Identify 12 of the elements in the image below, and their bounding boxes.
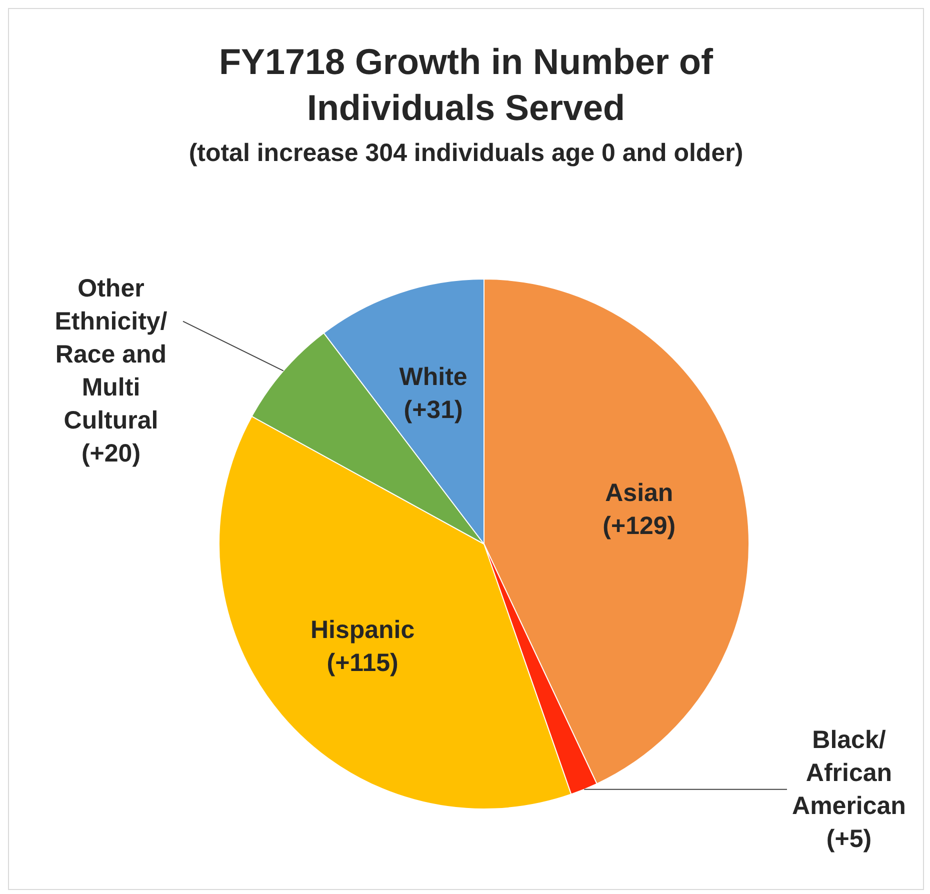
slice-label: Hispanic xyxy=(310,616,415,644)
chart-subtitle: (total increase 304 individuals age 0 and older) xyxy=(188,139,744,168)
slice-label: Other Ethnicity/ Race and Multi Cultural xyxy=(54,274,168,434)
slice-label: Black/ African American xyxy=(792,726,906,820)
data-label: (+31) xyxy=(404,396,463,424)
slice-label: White xyxy=(399,362,468,391)
data-label: (+129) xyxy=(602,512,676,540)
slice-label: Asian xyxy=(605,478,674,507)
data-label: (+20) xyxy=(81,439,141,468)
chart-title: FY1718 Growth in Number of Individuals Served xyxy=(218,40,714,130)
data-label: (+115) xyxy=(326,649,398,678)
data-label: (+5) xyxy=(826,824,872,853)
